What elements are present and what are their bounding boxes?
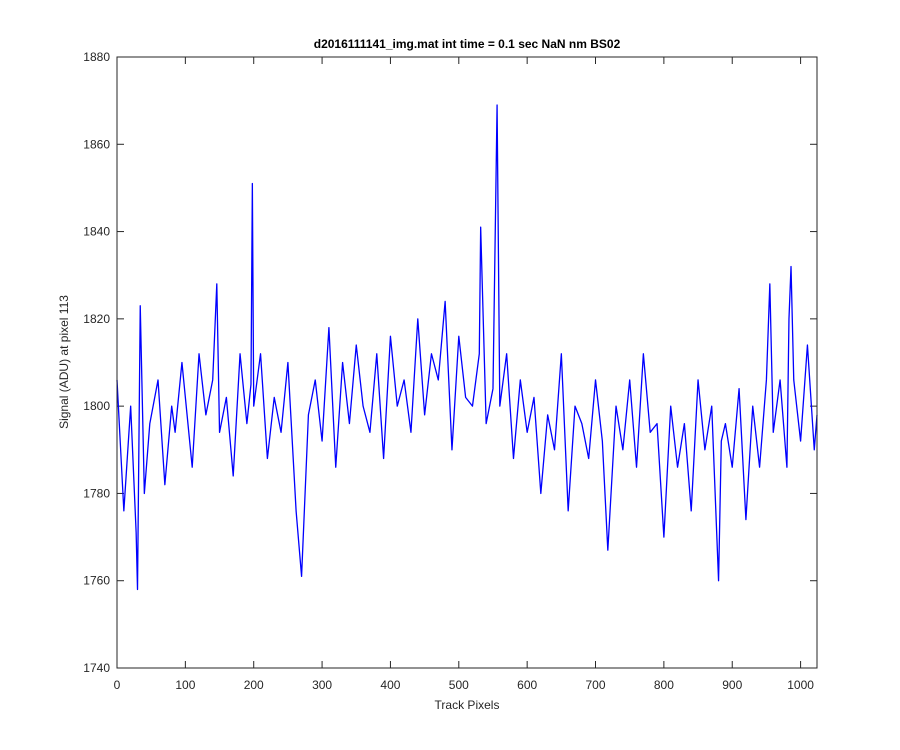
x-tick-label: 400 bbox=[380, 678, 400, 692]
x-tick-label: 1000 bbox=[787, 678, 814, 692]
x-tick-label: 800 bbox=[654, 678, 674, 692]
x-tick-label: 200 bbox=[244, 678, 264, 692]
y-tick-label: 1740 bbox=[83, 661, 110, 675]
x-tick-label: 900 bbox=[722, 678, 742, 692]
y-axis-label: Signal (ADU) at pixel 113 bbox=[57, 295, 71, 429]
y-tick-label: 1780 bbox=[83, 486, 110, 500]
y-tick-label: 1760 bbox=[83, 574, 110, 588]
plot-area-border bbox=[116, 56, 818, 669]
y-tick-label: 1860 bbox=[83, 137, 110, 151]
y-tick-label: 1880 bbox=[83, 50, 110, 64]
x-tick-label: 700 bbox=[586, 678, 606, 692]
y-tick-label: 1800 bbox=[83, 399, 110, 413]
x-axis-label: Track Pixels bbox=[435, 698, 500, 712]
series-line bbox=[116, 104, 818, 591]
plot-area-background bbox=[117, 57, 817, 668]
y-tick-label: 1840 bbox=[83, 225, 110, 239]
x-tick-label: 600 bbox=[517, 678, 537, 692]
x-tick-label: 100 bbox=[175, 678, 195, 692]
y-axis: 1740 1760 1780 1800 1820 1840 1860 1880 bbox=[83, 50, 817, 675]
chart-title: d2016111141_img.mat int time = 0.1 sec N… bbox=[314, 37, 621, 51]
y-tick-label: 1820 bbox=[83, 312, 110, 326]
x-tick-label: 0 bbox=[114, 678, 121, 692]
x-axis: 0 100 200 300 400 500 600 700 800 900 1000 bbox=[114, 57, 814, 692]
x-tick-label: 500 bbox=[449, 678, 469, 692]
x-tick-label: 300 bbox=[312, 678, 332, 692]
